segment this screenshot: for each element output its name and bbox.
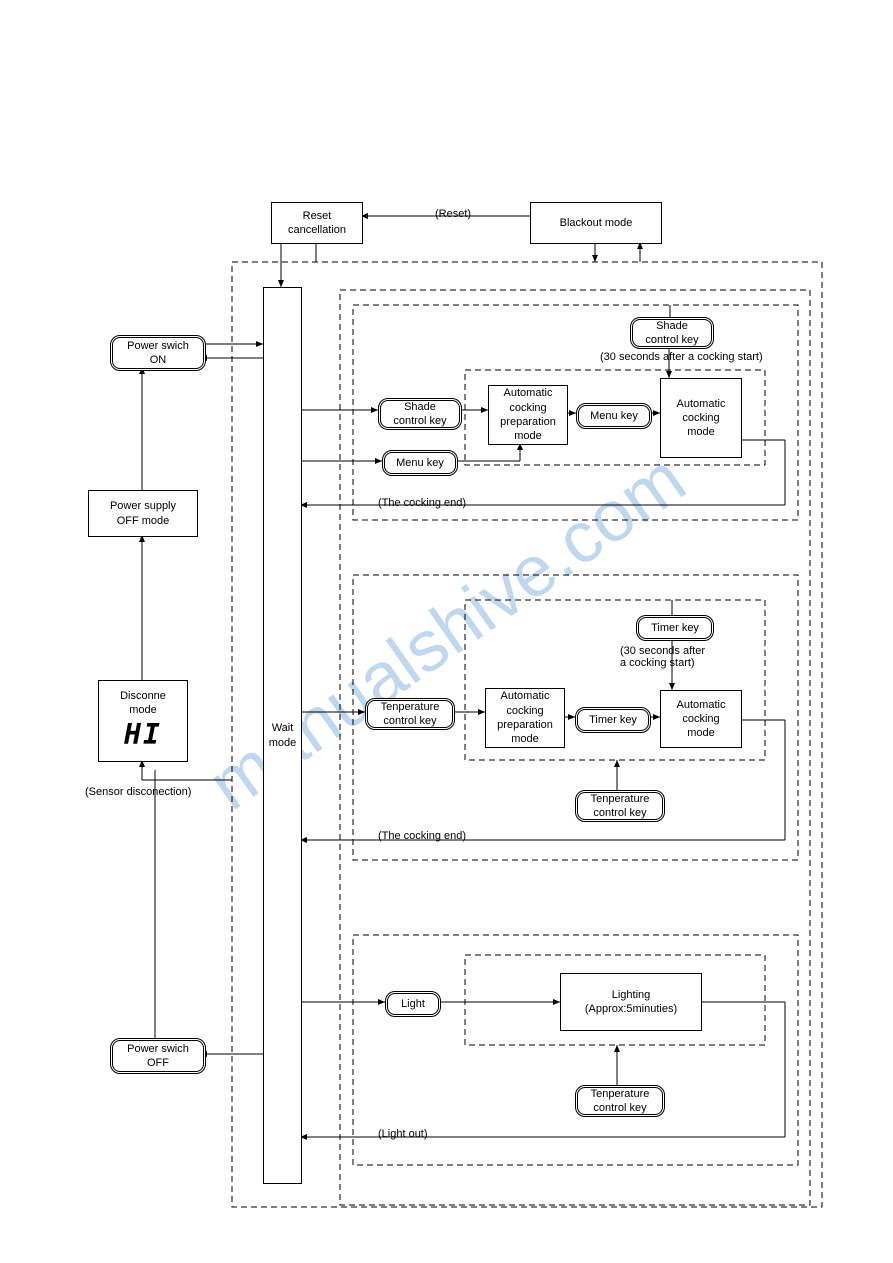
node-menu-key-2: Menu key [576,403,652,429]
node-temp-key: Tenperaturecontrol key [365,698,455,730]
node-disconne: Disconnemode HI [98,680,188,762]
node-timer-key-top: Timer key [636,615,714,641]
node-temp-key-bot: Tenperaturecontrol key [575,790,665,822]
label-cocking-end-1: (The cocking end) [378,497,466,509]
node-temp-key-bot2: Tenperaturecontrol key [575,1085,665,1117]
node-shade-key: Shadecontrol key [378,398,462,430]
node-reset-cancel: Resetcancellation [271,202,363,244]
node-light: Light [385,991,441,1017]
node-power-off-mode: Power supplyOFF mode [88,490,198,537]
node-menu-key: Menu key [382,450,458,476]
node-auto-cook-2: Automaticcockingmode [660,690,742,748]
node-wait-mode: Waitmode [263,287,302,1184]
label-light-out: (Light out) [378,1128,428,1140]
label-30sec-2: (30 seconds aftera cocking start) [620,645,705,669]
node-blackout-mode: Blackout mode [530,202,662,244]
node-auto-cook-1: Automaticcockingmode [660,378,742,458]
label-sensor-disc: (Sensor disconection) [85,786,191,798]
node-lighting: Lighting(Approx:5minuties) [560,973,702,1031]
node-auto-prep-2: Automaticcockingpreparationmode [485,688,565,748]
node-power-off: Power swichOFF [110,1038,206,1074]
label-reset: (Reset) [435,208,471,220]
node-auto-prep-1: Automaticcockingpreparationmode [488,385,568,445]
label-cocking-end-2: (The cocking end) [378,830,466,842]
disconne-code: HI [124,717,162,753]
node-power-on: Power swichON [110,335,206,371]
label-30sec-1: (30 seconds after a cocking start) [600,351,763,363]
node-shade-key-top: Shadecontrol key [630,317,714,349]
node-timer-key-mid: Timer key [575,707,651,733]
disconne-label: Disconnemode [120,689,166,718]
